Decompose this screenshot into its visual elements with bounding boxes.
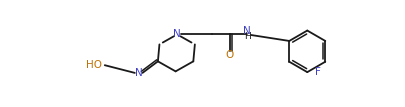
Text: F: F [315,67,321,77]
Text: N: N [243,26,251,36]
Text: N: N [135,68,143,78]
Text: HO: HO [86,60,102,70]
Text: O: O [225,50,234,60]
Text: N: N [173,29,181,39]
Text: H: H [244,32,251,41]
